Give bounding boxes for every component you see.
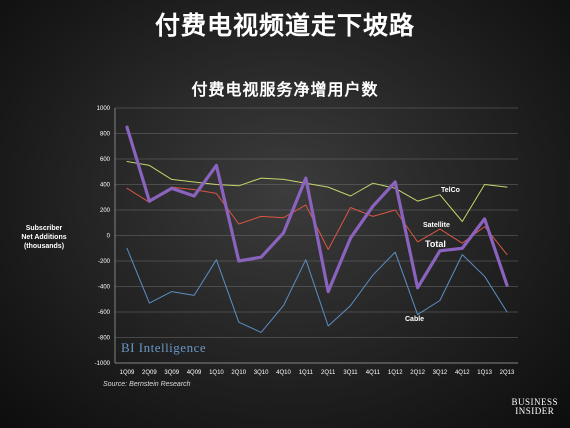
series-line-cable <box>126 247 508 333</box>
x-tick-label: 4Q12 <box>455 370 470 376</box>
series-labels: TelCo Satellite Total Cable <box>405 187 460 323</box>
series-label-satellite: Satellite <box>423 222 450 229</box>
x-tick-label: 2Q12 <box>410 370 425 376</box>
y-tick-label: 1000 <box>97 106 111 112</box>
series-line-satellite <box>126 186 508 256</box>
x-tick-label: 1Q09 <box>120 370 135 376</box>
x-tick-label: 3Q10 <box>254 370 269 376</box>
x-tick-label: 3Q11 <box>343 370 358 376</box>
brand-line: BUSINESS <box>511 397 558 407</box>
x-tick-label: 4Q11 <box>366 370 381 376</box>
slide-title: 付费电视频道走下坡路 <box>154 11 415 40</box>
bi-intelligence-watermark: BI Intelligence <box>121 340 207 355</box>
brand-line: INSIDER <box>515 406 555 416</box>
y-axis-label-line: Net Additions <box>21 234 67 241</box>
x-tick-label: 1Q12 <box>388 370 403 376</box>
y-tick-label: 200 <box>100 208 111 214</box>
x-tick-label: 3Q12 <box>433 370 448 376</box>
y-axis-label-line: Subscriber <box>25 225 63 232</box>
x-tick-label: 3Q09 <box>164 370 179 376</box>
x-tick-label: 2Q13 <box>500 370 515 376</box>
y-tick-label: 400 <box>100 183 111 189</box>
series-label-cable: Cable <box>405 316 424 323</box>
x-tick-label: 2Q10 <box>231 370 246 376</box>
y-tick-label: -1000 <box>95 361 111 367</box>
y-axis-label: Subscriber Net Additions (thousands) <box>8 224 80 251</box>
y-tick-label: -600 <box>98 310 111 316</box>
chart-title: 付费电视服务净增用户数 <box>191 80 379 99</box>
x-tick-label: 1Q11 <box>299 370 314 376</box>
y-tick-label: 600 <box>100 157 111 163</box>
y-tick-labels: -1000 -800 -600 -400 -200 0 200 400 600 800 1000 <box>95 106 111 367</box>
series-line-total <box>125 125 509 294</box>
x-tick-label: 4Q10 <box>276 370 291 376</box>
series-lines <box>125 125 509 333</box>
series-label-telco: TelCo <box>441 187 460 194</box>
series-label-total: Total <box>425 239 446 249</box>
x-tick-label: 2Q11 <box>321 370 336 376</box>
y-tick-label: 800 <box>100 132 111 138</box>
y-tick-label: -800 <box>98 336 111 342</box>
y-tick-label: -200 <box>98 259 111 265</box>
x-tick-label: 2Q09 <box>142 370 157 376</box>
x-tick-label: 4Q09 <box>187 370 202 376</box>
series-line-telco <box>126 161 508 222</box>
chart-axes <box>114 108 518 364</box>
x-tick-label: 1Q13 <box>477 370 492 376</box>
y-tick-label: 0 <box>107 234 111 240</box>
x-tick-labels: 1Q09 2Q09 3Q09 4Q09 1Q10 2Q10 3Q10 4Q10 1Q11 2Q11… <box>120 370 515 376</box>
business-insider-logo: BUSINESS INSIDER <box>511 398 558 416</box>
y-axis-label-line: (thousands) <box>23 243 65 250</box>
x-tick-label: 1Q10 <box>209 370 224 376</box>
chart-source: Source: Bernstein Research <box>103 381 191 388</box>
y-tick-label: -400 <box>98 285 111 291</box>
